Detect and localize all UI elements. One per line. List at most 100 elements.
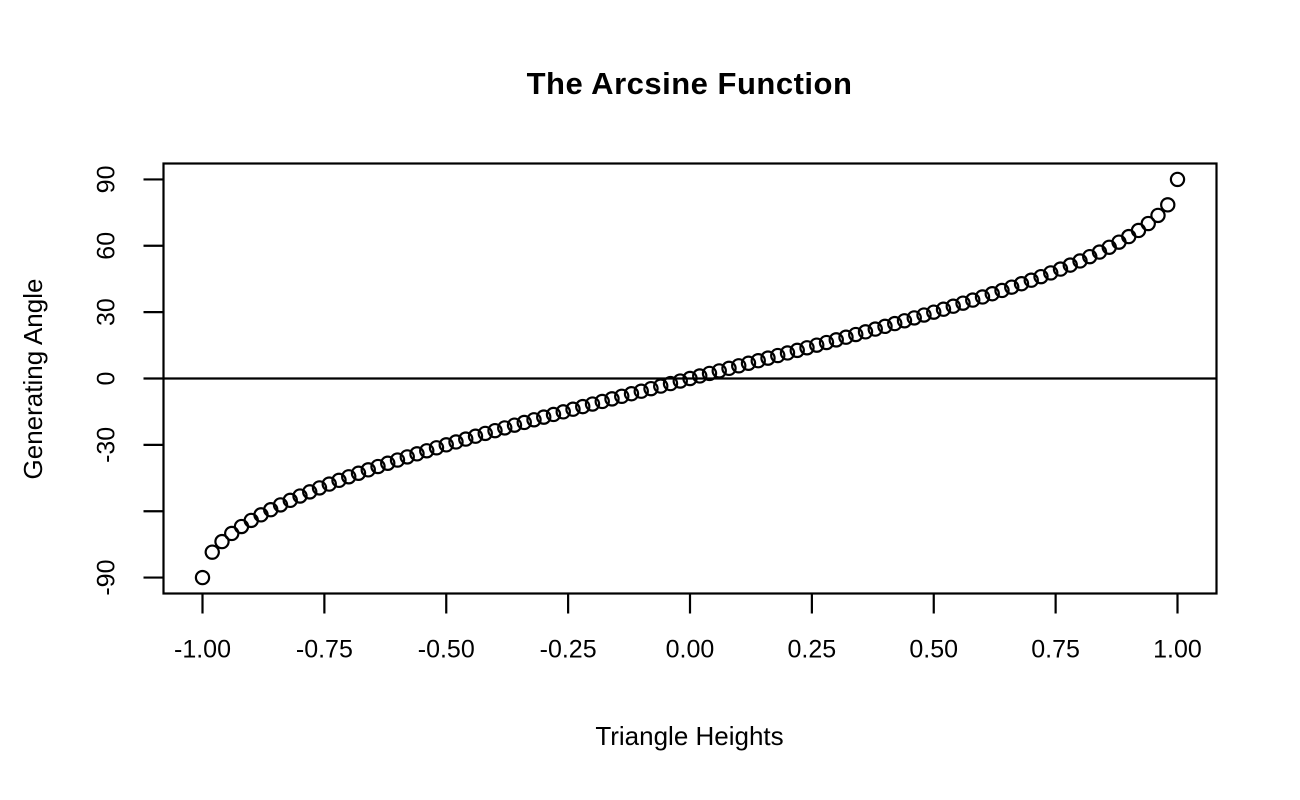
data-point [1150,207,1166,224]
data-point [818,334,835,351]
data-point [711,363,727,379]
data-point [1023,272,1039,288]
data-point [555,404,571,420]
x-tick-label: 1.00 [1153,636,1202,664]
data-point [497,420,513,436]
x-tick-label: -0.75 [296,636,353,664]
y-tick-label: -30 [93,427,121,463]
x-tick-label: -1.00 [174,636,231,664]
data-point [204,544,220,560]
data-point [214,533,230,550]
data-point [740,355,757,371]
x-tick-label: 0.00 [666,636,715,664]
data-point [1043,265,1059,281]
data-point [565,401,581,417]
data-point [302,484,318,500]
data-point [916,307,932,323]
data-point [536,409,552,425]
data-point [614,388,630,405]
data-point [672,373,688,389]
data-point [779,345,796,361]
data-point [506,417,523,433]
data-point [331,472,347,489]
data-point [838,329,854,345]
data-point [409,446,425,462]
y-tick-label: 30 [93,298,121,326]
data-point [487,422,503,439]
data-point [399,449,415,465]
data-point [750,352,766,369]
data-point [721,360,737,377]
data-point [292,488,308,504]
data-point [594,393,610,410]
data-point [467,428,484,444]
data-point [1140,215,1156,232]
x-tick-label: -0.50 [418,636,475,664]
data-point [974,289,991,305]
x-tick-label: 0.50 [909,636,958,664]
data-point [604,391,620,407]
data-point [419,443,435,459]
data-point [380,455,396,471]
data-point [623,386,640,402]
data-point [1004,279,1020,295]
data-point [1062,257,1078,273]
data-point [350,465,367,481]
data-point [809,337,825,353]
x-tick-label: 0.75 [1031,636,1080,664]
data-point [770,347,786,364]
y-tick-label: 90 [93,166,121,194]
data-point [341,469,357,485]
data-point [984,286,1000,302]
data-point [1033,268,1049,285]
data-point [887,315,903,332]
data-point [682,370,698,387]
x-tick-label: 0.25 [788,636,837,664]
data-point [321,476,337,492]
data-point [955,295,971,311]
data-point [799,340,815,356]
data-point [194,569,211,586]
data-point [701,365,718,382]
data-point [389,452,406,468]
data-point [282,492,298,509]
data-point [877,318,893,335]
y-tick-label: 60 [93,232,121,260]
data-point [360,462,376,478]
data-point [643,380,659,397]
data-point [1160,197,1176,213]
data-point [575,398,591,415]
data-point [662,375,679,392]
data-point [428,440,445,456]
data-point [1072,253,1088,269]
data-point [526,412,542,428]
data-point [994,282,1010,299]
data-point [1169,171,1186,188]
y-tick-label: -90 [93,560,121,596]
data-point [926,304,942,320]
data-point [1013,276,1030,292]
y-tick-label: 0 [93,372,121,386]
data-point [438,437,454,453]
data-point [828,332,844,348]
y-axis-title: Generating Angle [18,278,48,480]
data-point [516,414,532,431]
data-point [584,396,601,412]
data-point [867,321,883,337]
data-point [233,518,250,535]
data-point [370,458,386,475]
chart-title: The Arcsine Function [526,66,853,101]
data-point [545,406,562,423]
data-point [731,358,747,374]
data-point [760,350,776,366]
data-point [448,434,464,450]
data-point [789,342,805,359]
data-point [653,378,669,394]
data-point [477,425,493,442]
data-point [857,324,874,340]
data-point [458,431,474,447]
data-point [896,313,913,329]
data-point [848,326,864,343]
